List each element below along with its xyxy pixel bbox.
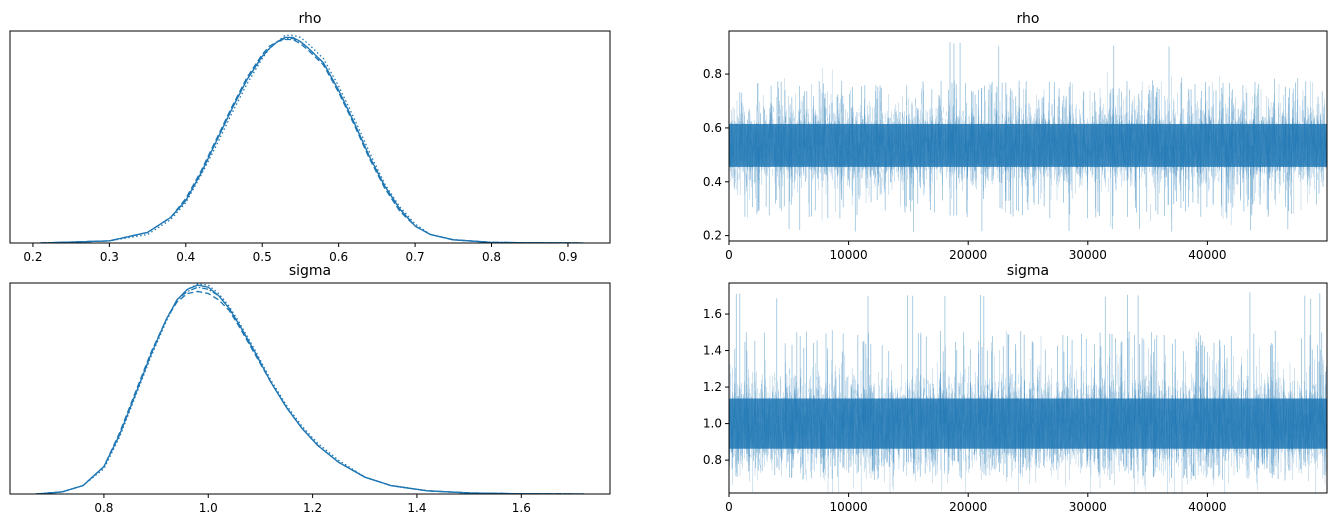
x-tick-label: 0.8 [94, 501, 113, 515]
plot-area [36, 283, 584, 494]
x-tick-label: 0.3 [100, 250, 119, 264]
y-tick-label: 0.8 [703, 453, 722, 467]
axes-frame [728, 282, 1328, 494]
axes-frame [728, 30, 1328, 242]
x-tick-label: 0 [725, 248, 733, 262]
density-line-dashed [40, 38, 584, 243]
x-axis: 0.8 1.0 1.2 1.4 1.6 [94, 494, 531, 515]
y-tick-label: 0.6 [703, 121, 722, 135]
x-tick-label: 20000 [949, 500, 987, 514]
y-tick-label: 1.6 [703, 307, 722, 321]
trace-core [729, 123, 1327, 167]
panel-rho-trace: rho 0 10000 20000 30000 40000 0.2 0.4 0.6 0.8 [703, 11, 1328, 262]
y-tick-label: 0.8 [703, 67, 722, 81]
y-tick-label: 0.4 [703, 175, 722, 189]
axes-frame [9, 282, 611, 495]
panel-title: sigma [289, 263, 331, 279]
panel-title: rho [1017, 11, 1040, 27]
panel-title: rho [299, 11, 322, 27]
x-tick-label: 1.4 [407, 501, 426, 515]
panel-rho-density: rho 0.2 0.3 0.4 0.5 0.6 0.7 0.8 0.9 [9, 11, 611, 264]
x-tick-label: 40000 [1188, 500, 1226, 514]
x-tick-label: 40000 [1188, 248, 1226, 262]
x-tick-label: 0.8 [482, 250, 501, 264]
x-tick-label: 0.6 [329, 250, 348, 264]
x-tick-label: 1.0 [199, 501, 218, 515]
x-tick-label: 0.4 [176, 250, 195, 264]
density-line-solid [40, 36, 584, 243]
y-tick-label: 1.4 [703, 344, 722, 358]
density-line-dotted [40, 34, 584, 243]
trace-core [729, 398, 1327, 449]
x-tick-label: 1.2 [303, 501, 322, 515]
panel-sigma-trace: sigma 0 10000 20000 30000 40000 0.8 1.0 1.2 1.4… [703, 263, 1328, 514]
axes-frame [9, 30, 611, 244]
plot-area [729, 292, 1327, 493]
y-tick-label: 1.0 [703, 417, 722, 431]
plot-area [729, 42, 1327, 232]
x-tick-label: 20000 [949, 248, 987, 262]
panel-sigma-density: sigma 0.8 1.0 1.2 1.4 1.6 [9, 263, 611, 515]
x-tick-label: 10000 [830, 248, 868, 262]
density-line-solid [36, 284, 584, 494]
x-axis: 0.2 0.3 0.4 0.5 0.6 0.7 0.8 0.9 [23, 243, 578, 264]
y-tick-label: 1.2 [703, 380, 722, 394]
density-line-dashdot [40, 37, 584, 243]
x-axis: 0 10000 20000 30000 40000 [725, 241, 1226, 262]
density-line-dashdot [36, 286, 584, 494]
x-tick-label: 0.2 [23, 250, 42, 264]
x-tick-label: 30000 [1069, 248, 1107, 262]
x-tick-label: 0.5 [253, 250, 272, 264]
trace-extremes [739, 42, 1323, 232]
density-line-dotted [36, 283, 584, 494]
x-tick-label: 30000 [1069, 500, 1107, 514]
x-tick-label: 10000 [830, 500, 868, 514]
x-axis: 0 10000 20000 30000 40000 [725, 493, 1226, 514]
x-tick-label: 0 [725, 500, 733, 514]
plot-area [40, 34, 584, 243]
y-axis: 0.8 1.0 1.2 1.4 1.6 [703, 307, 729, 467]
panel-title: sigma [1007, 263, 1049, 279]
y-tick-label: 0.2 [703, 229, 722, 243]
x-tick-label: 1.6 [512, 501, 531, 515]
y-axis: 0.2 0.4 0.6 0.8 [703, 67, 729, 243]
x-tick-label: 0.9 [558, 250, 577, 264]
density-line-dashed [36, 290, 584, 494]
x-tick-label: 0.7 [406, 250, 425, 264]
